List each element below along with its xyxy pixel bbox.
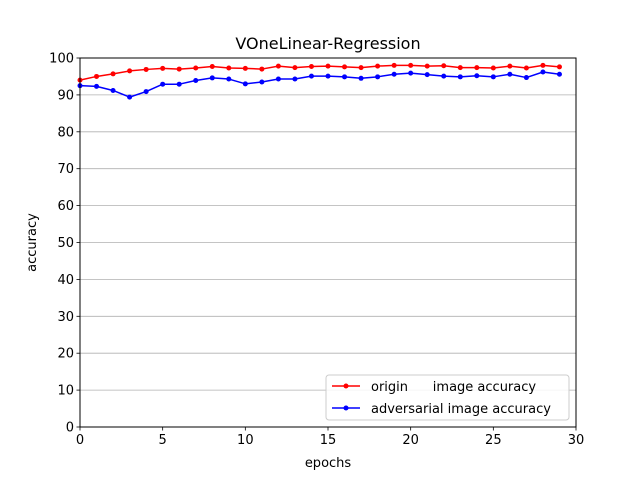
data-point-origin: [490, 65, 496, 71]
data-point-origin: [408, 62, 414, 68]
data-point-adversarial: [242, 81, 248, 87]
y-tick-label: 30: [57, 310, 74, 325]
data-point-adversarial: [457, 74, 463, 80]
data-point-adversarial: [391, 71, 397, 77]
data-point-adversarial: [375, 74, 381, 80]
data-point-adversarial: [474, 73, 480, 79]
y-tick-label: 0: [66, 421, 74, 436]
data-point-adversarial: [441, 73, 447, 79]
data-point-origin: [127, 68, 133, 74]
data-point-adversarial: [358, 75, 364, 81]
data-point-origin: [275, 63, 281, 69]
axis-ticks: 0 10 20 30 40 50 60 70 80 90 100 0 5 10 15 20 25 30: [49, 52, 584, 449]
data-point-origin: [226, 65, 232, 71]
data-point-adversarial: [226, 76, 232, 82]
data-point-origin: [391, 62, 397, 68]
grid-lines: [80, 57, 576, 428]
series-line-origin: [79, 64, 560, 81]
series-layer: [77, 62, 562, 100]
data-point-origin: [358, 65, 364, 71]
data-point-origin: [457, 65, 463, 71]
x-tick-label: 25: [485, 433, 502, 448]
data-point-adversarial: [408, 70, 414, 76]
data-point-origin: [507, 63, 513, 69]
y-tick-label: 10: [57, 384, 74, 399]
data-point-origin: [242, 65, 248, 71]
data-point-origin: [160, 65, 166, 71]
data-point-origin: [176, 66, 182, 72]
data-point-origin: [523, 65, 529, 71]
data-point-origin: [540, 62, 546, 68]
data-point-adversarial: [556, 71, 562, 77]
legend-marker-adversarial: [343, 405, 349, 411]
y-tick-label: 100: [49, 52, 74, 67]
data-point-origin: [474, 65, 480, 71]
y-tick-label: 50: [57, 236, 74, 251]
data-point-origin: [193, 65, 199, 71]
data-point-origin: [424, 63, 430, 69]
data-point-adversarial: [325, 73, 331, 79]
data-point-adversarial: [209, 75, 215, 81]
chart-title: VOneLinear-Regression: [235, 34, 420, 53]
x-tick-label: 0: [76, 433, 84, 448]
data-point-origin: [325, 63, 331, 69]
data-point-adversarial: [275, 76, 281, 82]
data-point-adversarial: [540, 69, 546, 75]
data-point-adversarial: [308, 73, 314, 79]
data-point-adversarial: [193, 78, 199, 84]
data-point-origin: [556, 64, 562, 70]
x-tick-label: 20: [402, 433, 419, 448]
data-point-adversarial: [507, 71, 513, 77]
data-point-adversarial: [292, 76, 298, 82]
data-point-adversarial: [143, 89, 149, 95]
legend: origin image accuracy adversarial image …: [325, 374, 570, 421]
data-point-adversarial: [490, 74, 496, 80]
series-line-adversarial: [79, 71, 560, 98]
data-point-origin: [209, 63, 215, 69]
x-tick-label: 5: [159, 433, 167, 448]
data-point-adversarial: [424, 72, 430, 78]
data-point-origin: [94, 73, 100, 79]
data-point-origin: [308, 63, 314, 69]
y-tick-label: 70: [57, 162, 74, 177]
data-point-adversarial: [523, 75, 529, 81]
data-point-origin: [342, 64, 348, 70]
data-point-adversarial: [110, 87, 116, 93]
data-point-adversarial: [94, 83, 100, 89]
legend-box: [325, 374, 570, 421]
y-tick-label: 40: [57, 273, 74, 288]
data-point-adversarial: [342, 74, 348, 80]
x-tick-label: 10: [237, 433, 254, 448]
data-point-adversarial: [160, 81, 166, 87]
data-point-origin: [375, 63, 381, 69]
data-point-origin: [143, 66, 149, 72]
data-point-origin: [259, 66, 265, 72]
legend-marker-origin: [343, 383, 349, 389]
data-point-origin: [441, 63, 447, 69]
data-point-origin: [292, 65, 298, 71]
data-point-origin: [110, 71, 116, 77]
y-tick-label: 80: [57, 125, 74, 140]
legend-label-adversarial: adversarial image accuracy: [371, 402, 551, 417]
y-axis-label: accuracy: [25, 213, 40, 272]
x-axis-label: epochs: [305, 456, 352, 471]
data-point-adversarial: [259, 79, 265, 85]
y-tick-label: 60: [57, 199, 74, 214]
data-point-adversarial: [127, 94, 133, 100]
x-tick-label: 30: [568, 433, 585, 448]
legend-label-origin: origin image accuracy: [371, 380, 536, 395]
y-tick-label: 90: [57, 88, 74, 103]
data-point-adversarial: [176, 81, 182, 87]
y-tick-label: 20: [57, 347, 74, 362]
x-tick-label: 15: [320, 433, 337, 448]
